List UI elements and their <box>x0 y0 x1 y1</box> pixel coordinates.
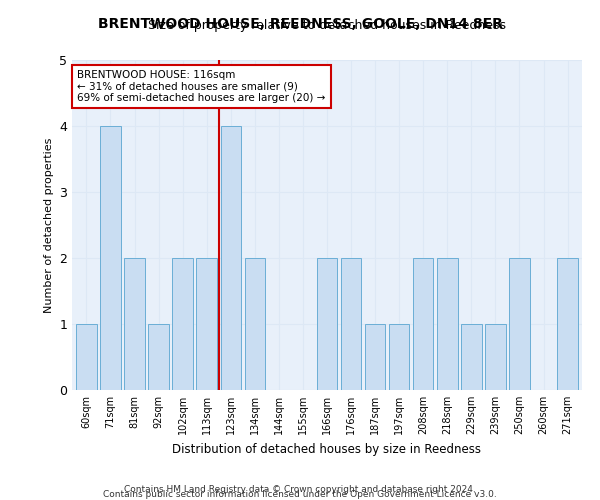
Text: Contains public sector information licensed under the Open Government Licence v3: Contains public sector information licen… <box>103 490 497 499</box>
Bar <box>317 258 337 390</box>
Bar <box>245 258 265 390</box>
Bar <box>76 324 97 390</box>
Y-axis label: Number of detached properties: Number of detached properties <box>44 138 53 312</box>
Bar <box>389 324 409 390</box>
Title: Size of property relative to detached houses in Reedness: Size of property relative to detached ho… <box>148 20 506 32</box>
Bar <box>485 324 506 390</box>
Bar <box>437 258 458 390</box>
Text: Contains HM Land Registry data © Crown copyright and database right 2024.: Contains HM Land Registry data © Crown c… <box>124 484 476 494</box>
Bar <box>221 126 241 390</box>
Bar <box>148 324 169 390</box>
Bar <box>172 258 193 390</box>
Bar <box>557 258 578 390</box>
Bar <box>196 258 217 390</box>
Bar <box>100 126 121 390</box>
Bar <box>365 324 385 390</box>
Bar <box>124 258 145 390</box>
Text: BRENTWOOD HOUSE, REEDNESS, GOOLE, DN14 8ER: BRENTWOOD HOUSE, REEDNESS, GOOLE, DN14 8… <box>98 18 502 32</box>
Text: BRENTWOOD HOUSE: 116sqm
← 31% of detached houses are smaller (9)
69% of semi-det: BRENTWOOD HOUSE: 116sqm ← 31% of detache… <box>77 70 325 103</box>
Bar <box>509 258 530 390</box>
Bar <box>461 324 482 390</box>
Bar <box>341 258 361 390</box>
X-axis label: Distribution of detached houses by size in Reedness: Distribution of detached houses by size … <box>173 442 482 456</box>
Bar <box>413 258 433 390</box>
